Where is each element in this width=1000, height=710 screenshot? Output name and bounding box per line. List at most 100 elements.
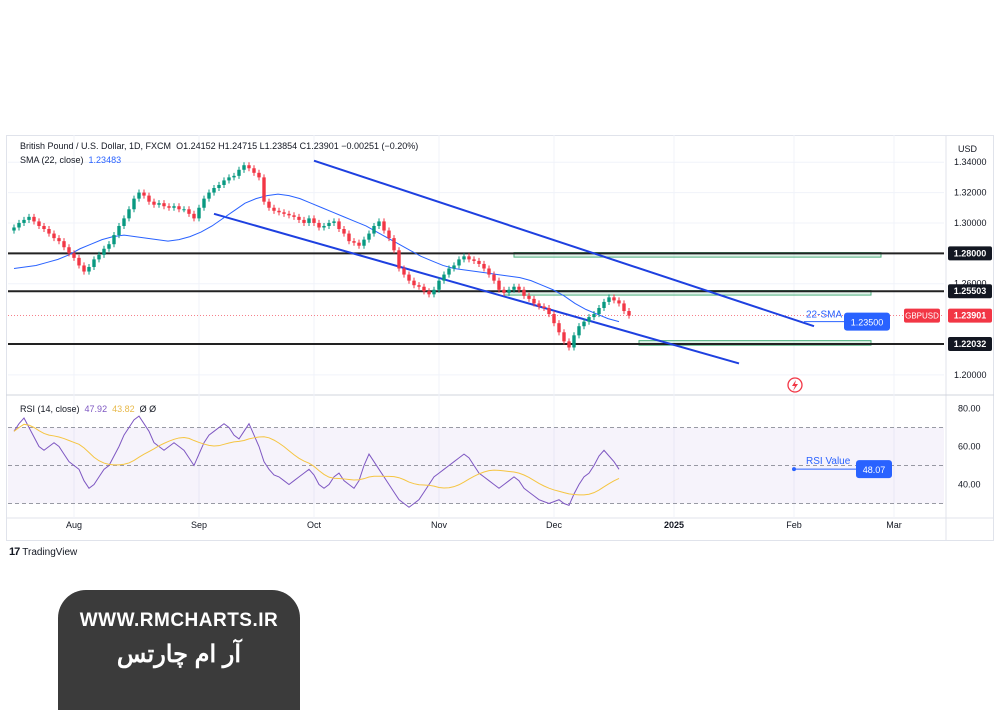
level-label: 1.28000 xyxy=(954,248,987,258)
price-tick-label: 1.32000 xyxy=(954,188,987,198)
candle-body xyxy=(97,254,101,260)
candle-body xyxy=(477,260,481,264)
rsi-line xyxy=(13,415,620,508)
candle-body xyxy=(247,165,251,169)
candle-body xyxy=(457,259,461,266)
candle-body xyxy=(192,213,196,219)
time-tick-label: Mar xyxy=(886,520,902,530)
candle-body xyxy=(127,209,131,219)
candle-body xyxy=(617,300,621,304)
candle-body xyxy=(62,241,66,248)
candle-body xyxy=(207,192,211,199)
candle-body xyxy=(537,303,541,307)
candle-body xyxy=(512,286,516,290)
candle-body xyxy=(587,317,591,322)
ohlc-values: O1.24152 H1.24715 L1.23854 C1.23901 −0.0… xyxy=(176,141,419,151)
candle-body xyxy=(272,207,276,211)
candle-body xyxy=(252,168,256,173)
candle-body xyxy=(302,219,306,223)
rsi-label: RSI (14, close) xyxy=(20,404,80,414)
candle-body xyxy=(392,238,396,251)
current-price-label: 1.23901 xyxy=(954,311,987,321)
candle-body xyxy=(182,209,186,211)
candle-body xyxy=(582,321,586,327)
level-label: 1.22032 xyxy=(954,339,987,349)
candle-body xyxy=(527,295,531,299)
rsi-extra: Ø Ø xyxy=(139,404,157,414)
candle-body xyxy=(547,307,551,315)
brand-box: WWW.RMCHARTS.IR آر ام چارتس xyxy=(58,590,300,710)
candle-body xyxy=(622,303,626,312)
candle-body xyxy=(112,235,116,245)
candle-body xyxy=(202,198,206,208)
candle-body xyxy=(282,212,286,214)
candle-body xyxy=(347,233,351,242)
candle-body xyxy=(462,256,466,260)
candle-body xyxy=(307,218,311,223)
candle-body xyxy=(357,242,361,246)
rsi-ma-value: 43.82 xyxy=(112,404,135,414)
candle-body xyxy=(342,229,346,234)
candle-body xyxy=(532,298,536,304)
candle-body xyxy=(312,218,316,223)
support-resistance-zone xyxy=(638,340,872,346)
candle-body xyxy=(337,221,341,230)
candle-body xyxy=(177,206,181,210)
time-tick-label: Aug xyxy=(66,520,82,530)
candle-body xyxy=(327,222,331,226)
candle-body xyxy=(377,221,381,226)
rsi-annotation-box xyxy=(856,460,892,479)
price-tick-label: 1.20000 xyxy=(954,370,987,380)
sma-annotation-box xyxy=(844,312,890,331)
candle-body xyxy=(212,188,216,193)
time-tick-label: Feb xyxy=(786,520,802,530)
candle-body xyxy=(32,216,36,222)
candle-body xyxy=(287,213,291,216)
channel-line-lower xyxy=(213,212,740,365)
level-tag xyxy=(948,284,992,299)
candle-body xyxy=(447,268,451,275)
candle-body xyxy=(72,253,76,258)
time-tick-label: Sep xyxy=(191,520,207,530)
level-label: 1.25503 xyxy=(954,286,987,296)
candle-body xyxy=(522,289,526,296)
sma-annotation-text: 22-SMA xyxy=(806,310,842,321)
candle-body xyxy=(57,238,61,242)
brand-name: آر ام چارتس xyxy=(116,641,242,668)
rsi-annotation-value: 48.07 xyxy=(863,465,886,475)
candle-body xyxy=(27,216,31,220)
candle-body xyxy=(197,207,201,219)
candle-body xyxy=(417,285,421,287)
candle-body xyxy=(277,210,281,213)
rsi-tick-label: 60.00 xyxy=(958,442,981,452)
candle-body xyxy=(137,192,141,199)
sma-value: 1.23483 xyxy=(88,155,122,165)
price-tick-label: 1.34000 xyxy=(954,157,987,167)
candle-body xyxy=(557,323,561,333)
tradingview-text: TradingView xyxy=(22,546,78,558)
alert-lightning-icon xyxy=(787,377,803,393)
symbol-tag-label: GBPUSD xyxy=(905,312,939,321)
candle-body xyxy=(422,286,426,292)
candle-body xyxy=(552,314,556,324)
candle-body xyxy=(602,301,606,308)
symbol-header: British Pound / U.S. Dollar, 1D, FXCM O1… xyxy=(20,141,418,151)
candle-body xyxy=(232,175,236,178)
candle-body xyxy=(147,195,151,202)
candle-body xyxy=(17,222,21,228)
level-tag xyxy=(948,246,992,261)
candle-body xyxy=(397,250,401,269)
candle-body xyxy=(442,274,446,281)
candle-body xyxy=(257,172,261,178)
candle-body xyxy=(572,335,576,348)
candle-body xyxy=(222,180,226,185)
candle-body xyxy=(517,286,521,290)
candle-body xyxy=(132,198,136,210)
time-tick-label: 2025 xyxy=(664,520,684,530)
chart-frame: Aug Sep Oct Nov Dec 2025 Feb Mar USD 1.20000 1.220… xyxy=(6,135,994,565)
candle-body xyxy=(497,280,501,290)
candle-body xyxy=(47,229,51,234)
candle-body xyxy=(52,233,56,239)
chart-border xyxy=(6,135,994,541)
sma-label: SMA (22, close) xyxy=(20,155,84,165)
